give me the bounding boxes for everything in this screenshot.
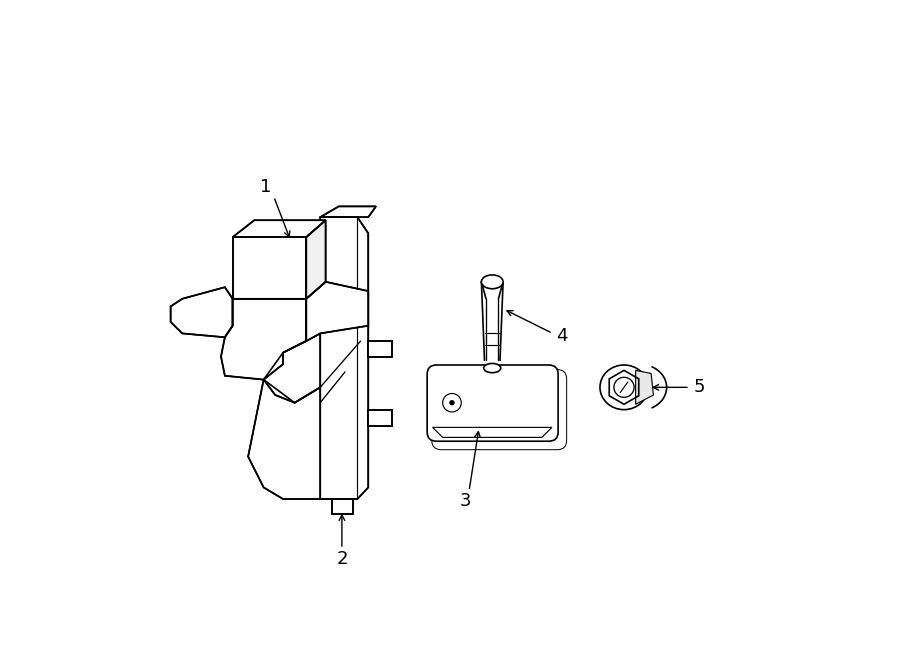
Polygon shape bbox=[320, 217, 368, 499]
Polygon shape bbox=[332, 499, 353, 514]
Text: 3: 3 bbox=[459, 492, 471, 510]
Polygon shape bbox=[264, 333, 320, 403]
Polygon shape bbox=[248, 379, 320, 499]
Polygon shape bbox=[306, 282, 368, 341]
Polygon shape bbox=[232, 220, 326, 237]
Polygon shape bbox=[368, 341, 392, 356]
Polygon shape bbox=[320, 206, 376, 217]
Polygon shape bbox=[171, 288, 232, 337]
Text: 5: 5 bbox=[693, 378, 705, 397]
Polygon shape bbox=[306, 220, 326, 299]
Text: 2: 2 bbox=[337, 550, 347, 568]
Text: 4: 4 bbox=[556, 327, 568, 345]
Ellipse shape bbox=[600, 365, 648, 410]
Polygon shape bbox=[368, 410, 392, 426]
Text: 1: 1 bbox=[260, 178, 272, 196]
Ellipse shape bbox=[482, 275, 503, 289]
Polygon shape bbox=[232, 237, 306, 299]
Polygon shape bbox=[635, 370, 653, 405]
Ellipse shape bbox=[483, 364, 500, 373]
FancyBboxPatch shape bbox=[428, 365, 558, 442]
Circle shape bbox=[450, 401, 454, 405]
Polygon shape bbox=[221, 299, 306, 379]
